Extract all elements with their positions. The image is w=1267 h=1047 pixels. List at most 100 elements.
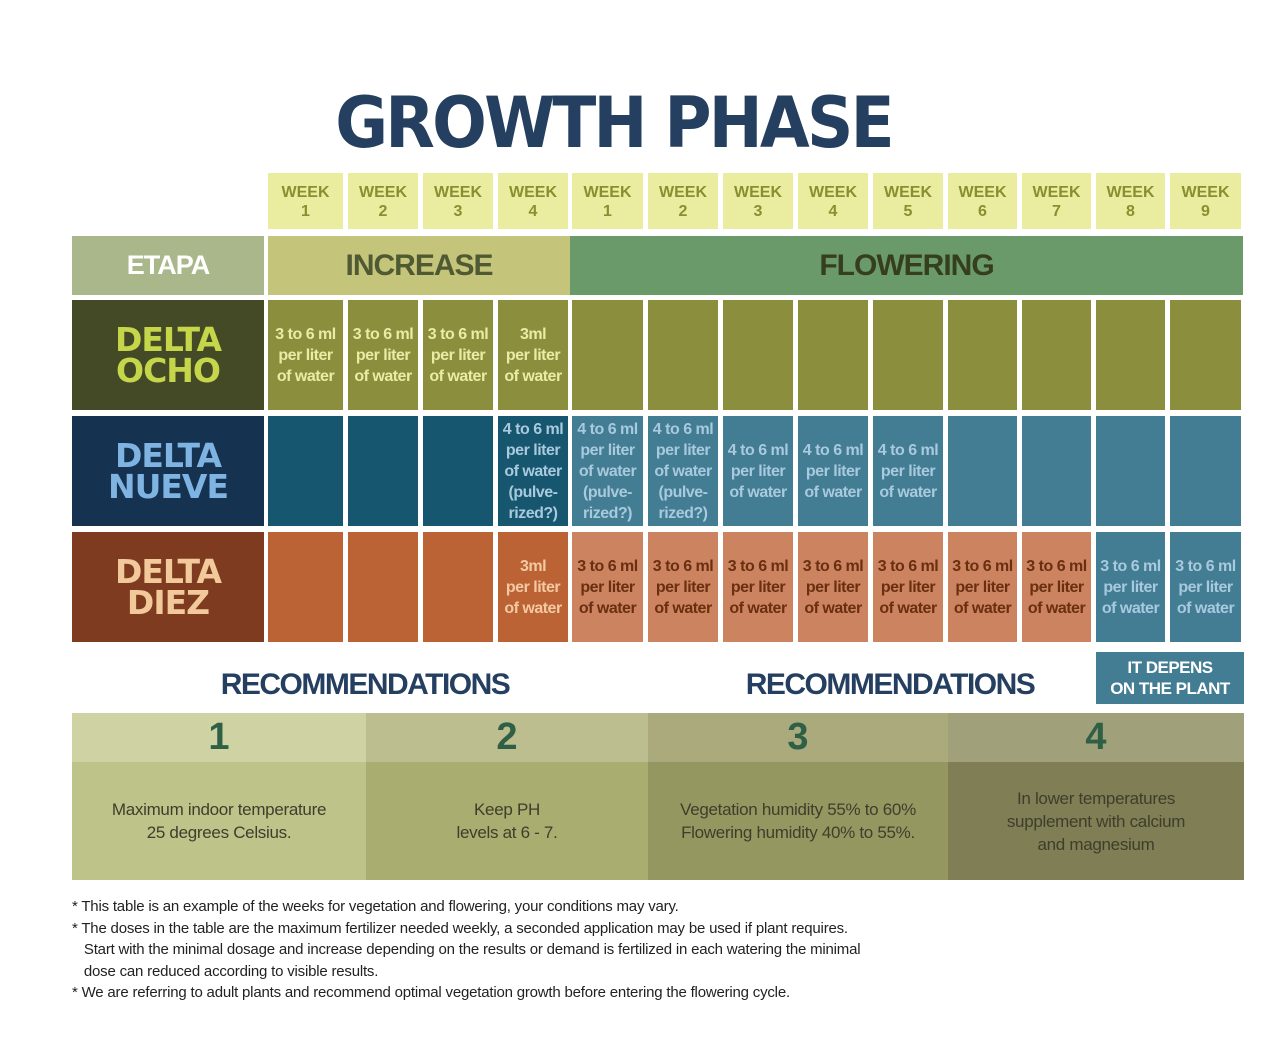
dosage-cell-ocho xyxy=(572,300,643,410)
footnote: * The doses in the table are the maximum… xyxy=(72,919,848,937)
dosage-cell-ocho xyxy=(798,300,868,410)
week-number: 5 xyxy=(903,203,913,220)
dosage-cell-ocho xyxy=(1096,300,1165,410)
product-name-line: DELTA xyxy=(115,320,222,359)
recommendations-heading-right: RECOMMENDATIONS xyxy=(745,668,1036,701)
week-header: WEEK 2 xyxy=(348,173,418,229)
dosage-cell-diez: 3 to 6 ml per liter of water xyxy=(1022,532,1091,642)
week-header: WEEK 1 xyxy=(268,173,343,229)
rec-band-2-top xyxy=(366,713,648,762)
dosage-cell-nueve xyxy=(1170,416,1241,526)
dosage-cell-diez: 3 to 6 ml per liter of water xyxy=(723,532,793,642)
week-label: WEEK xyxy=(1106,184,1155,201)
dosage-cell-nueve xyxy=(1096,416,1165,526)
dosage-cell-diez xyxy=(348,532,418,642)
week-header: WEEK 3 xyxy=(423,173,493,229)
week-header: WEEK 6 xyxy=(948,173,1017,229)
product-delta-nueve: DELTA NUEVE xyxy=(72,416,264,526)
dosage-cell-nueve: 4 to 6 ml per liter of water xyxy=(873,416,943,526)
depends-badge: IT DEPENS ON THE PLANT xyxy=(1096,652,1244,704)
dosage-cell-diez xyxy=(268,532,343,642)
week-label: WEEK xyxy=(884,184,932,201)
dosage-cell-nueve xyxy=(1022,416,1091,526)
dosage-cell-diez: 3 to 6 ml per liter of water xyxy=(1170,532,1241,642)
week-label: WEEK xyxy=(659,184,707,201)
week-header: WEEK 9 xyxy=(1170,173,1241,229)
product-name-line: DELTA xyxy=(115,436,222,475)
product-name-line: OCHO xyxy=(116,351,221,390)
week-label: WEEK xyxy=(1181,184,1230,201)
dosage-cell-diez: 3 to 6 ml per liter of water xyxy=(1096,532,1165,642)
week-number: 2 xyxy=(678,203,688,220)
dosage-cell-ocho xyxy=(723,300,793,410)
week-header: WEEK 7 xyxy=(1022,173,1091,229)
title-text: GROWTH PHASE xyxy=(335,82,894,164)
week-header: WEEK 4 xyxy=(498,173,568,229)
week-label: WEEK xyxy=(583,184,632,201)
etapa-label: ETAPA xyxy=(72,236,264,295)
week-number: 4 xyxy=(828,203,838,220)
footnote: * This table is an example of the weeks … xyxy=(72,898,679,915)
dosage-cell-nueve: 4 to 6 ml per liter of water (pulve- riz… xyxy=(572,416,643,526)
rec-text-1: Maximum indoor temperature 25 degrees Ce… xyxy=(72,762,366,880)
product-name-line: NUEVE xyxy=(107,467,229,506)
week-number: 6 xyxy=(978,203,987,220)
dosage-cell-nueve: 4 to 6 ml per liter of water xyxy=(798,416,868,526)
week-header: WEEK 5 xyxy=(873,173,943,229)
week-label: WEEK xyxy=(281,184,330,201)
week-header: WEEK 1 xyxy=(572,173,643,229)
dosage-cell-ocho: 3 to 6 ml per liter of water xyxy=(348,300,418,410)
week-number: 9 xyxy=(1201,203,1210,220)
dosage-cell-diez: 3 to 6 ml per liter of water xyxy=(873,532,943,642)
week-number: 4 xyxy=(528,203,538,220)
dosage-cell-ocho xyxy=(1170,300,1241,410)
week-label: WEEK xyxy=(509,184,557,201)
dosage-cell-nueve xyxy=(423,416,493,526)
dosage-cell-ocho xyxy=(948,300,1017,410)
rec-band-1-top xyxy=(72,713,366,762)
week-number: 2 xyxy=(378,203,388,220)
dosage-cell-diez: 3 to 6 ml per liter of water xyxy=(948,532,1017,642)
recommendations-heading-left: RECOMMENDATIONS xyxy=(220,668,511,701)
dosage-cell-ocho: 3 to 6 ml per liter of water xyxy=(423,300,493,410)
dosage-cell-nueve xyxy=(268,416,343,526)
dosage-cell-nueve: 4 to 6 ml per liter of water (pulve- riz… xyxy=(498,416,568,526)
dosage-cell-diez: 3 to 6 ml per liter of water xyxy=(572,532,643,642)
rec-band-4-top xyxy=(948,713,1244,762)
rec-text-2: Keep PH levels at 6 - 7. xyxy=(366,762,648,880)
dosage-cell-nueve: 4 to 6 ml per liter of water (pulve- riz… xyxy=(648,416,718,526)
rec-number-3: 3 xyxy=(787,716,809,758)
dosage-cell-nueve xyxy=(348,416,418,526)
footnote: dose can reduced according to visible re… xyxy=(72,962,379,980)
product-name-line: DIEZ xyxy=(126,583,210,622)
week-label: WEEK xyxy=(734,184,782,201)
dosage-cell-diez: 3 to 6 ml per liter of water xyxy=(648,532,718,642)
product-name-line: DELTA xyxy=(115,552,222,591)
week-label: WEEK xyxy=(434,184,482,201)
week-label: WEEK xyxy=(958,184,1007,201)
dosage-cell-nueve: 4 to 6 ml per liter of water xyxy=(723,416,793,526)
footnotes: * This table is an example of the weeks … xyxy=(72,896,1222,1004)
dosage-cell-ocho xyxy=(873,300,943,410)
week-number: 1 xyxy=(603,203,612,220)
dosage-cell-ocho: 3ml per liter of water xyxy=(498,300,568,410)
rec-number-2: 2 xyxy=(496,716,518,758)
dosage-cell-ocho xyxy=(1022,300,1091,410)
week-number: 7 xyxy=(1052,203,1061,220)
week-header: WEEK 8 xyxy=(1096,173,1165,229)
product-delta-ocho: DELTA OCHO xyxy=(72,300,264,410)
rec-number-1: 1 xyxy=(208,716,230,758)
flowering-stage: FLOWERING xyxy=(570,236,1243,295)
week-number: 1 xyxy=(301,203,310,220)
week-header: WEEK 3 xyxy=(723,173,793,229)
dosage-cell-diez: 3 to 6 ml per liter of water xyxy=(798,532,868,642)
product-delta-diez: DELTA DIEZ xyxy=(72,532,264,642)
week-number: 3 xyxy=(453,203,463,220)
week-header: WEEK 4 xyxy=(798,173,868,229)
dosage-cell-nueve xyxy=(948,416,1017,526)
page-title: GROWTH PHASE xyxy=(0,82,1267,164)
increase-stage: INCREASE xyxy=(268,236,570,295)
week-label: WEEK xyxy=(359,184,407,201)
dosage-cell-ocho xyxy=(648,300,718,410)
dosage-cell-diez xyxy=(423,532,493,642)
